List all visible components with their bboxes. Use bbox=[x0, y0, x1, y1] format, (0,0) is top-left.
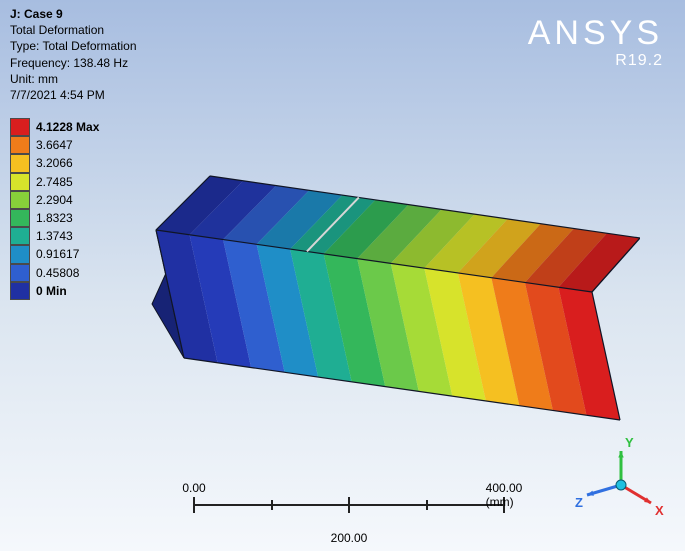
scalebar-tick bbox=[271, 500, 273, 510]
legend-value: 0.91617 bbox=[36, 247, 79, 261]
legend-value: 1.3743 bbox=[36, 229, 73, 243]
legend-value: 3.2066 bbox=[36, 156, 73, 170]
legend-swatch bbox=[10, 173, 30, 191]
result-timestamp: 7/7/2021 4:54 PM bbox=[10, 87, 137, 103]
triad-label-x: X bbox=[655, 503, 664, 518]
result-header: J: Case 9 Total Deformation Type: Total … bbox=[10, 6, 137, 103]
result-name: Total Deformation bbox=[10, 22, 137, 38]
scalebar-label: 200.00 bbox=[331, 531, 368, 545]
scalebar-tick bbox=[426, 500, 428, 510]
triad-origin-sphere bbox=[616, 480, 626, 490]
legend-swatch bbox=[10, 227, 30, 245]
scalebar-tick bbox=[193, 497, 195, 513]
triad-label-y: Y bbox=[625, 435, 634, 450]
legend-swatch bbox=[10, 136, 30, 154]
scale-bar: 0.00400.00 (mm)200.00 bbox=[194, 497, 504, 513]
legend-value: 0 Min bbox=[36, 284, 67, 298]
legend-swatch bbox=[10, 154, 30, 172]
ansys-viewport[interactable]: J: Case 9 Total Deformation Type: Total … bbox=[0, 0, 685, 551]
result-type: Type: Total Deformation bbox=[10, 38, 137, 54]
result-unit: Unit: mm bbox=[10, 71, 137, 87]
orientation-triad[interactable]: Y X Z bbox=[569, 425, 665, 521]
legend-swatch bbox=[10, 209, 30, 227]
scalebar-tick bbox=[348, 497, 350, 513]
legend-value: 3.6647 bbox=[36, 138, 73, 152]
scalebar-label: 400.00 (mm) bbox=[486, 481, 523, 509]
brand-name: ANSYS bbox=[528, 16, 663, 50]
legend-swatch bbox=[10, 191, 30, 209]
legend-value: 0.45808 bbox=[36, 266, 79, 280]
scalebar-label: 0.00 bbox=[182, 481, 205, 495]
result-frequency: Frequency: 138.48 Hz bbox=[10, 55, 137, 71]
legend-value: 2.2904 bbox=[36, 193, 73, 207]
legend-swatch bbox=[10, 118, 30, 136]
brand-version: R19.2 bbox=[528, 52, 663, 70]
triad-arrowhead-y bbox=[618, 451, 623, 457]
legend-swatch bbox=[10, 264, 30, 282]
triad-label-z: Z bbox=[575, 495, 583, 510]
case-label: J: Case 9 bbox=[10, 6, 137, 22]
ansys-logo: ANSYS R19.2 bbox=[528, 16, 663, 70]
model-canvas[interactable] bbox=[80, 110, 640, 450]
legend-value: 2.7485 bbox=[36, 175, 73, 189]
legend-swatch bbox=[10, 245, 30, 263]
legend-swatch bbox=[10, 282, 30, 300]
legend-value: 1.8323 bbox=[36, 211, 73, 225]
